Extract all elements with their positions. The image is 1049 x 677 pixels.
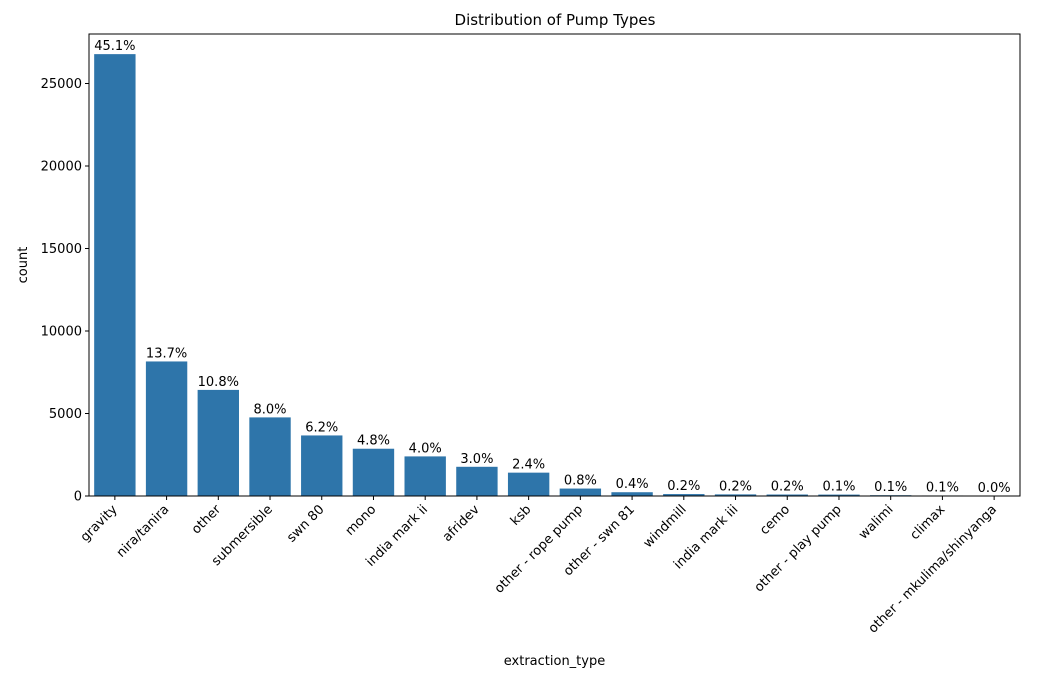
- y-tick-label: 10000: [41, 325, 82, 340]
- bars-group: [94, 54, 1015, 496]
- y-axis: 0 5000 10000 15000 20000 25000: [41, 77, 89, 505]
- bar: [559, 488, 602, 496]
- data-label: 10.8%: [198, 375, 239, 390]
- y-tick-label: 15000: [41, 242, 82, 257]
- data-label: 0.2%: [667, 479, 700, 494]
- data-label: 2.4%: [512, 458, 545, 473]
- plot-frame: [88, 33, 1021, 497]
- data-label: 0.2%: [771, 480, 804, 495]
- bar: [197, 389, 239, 496]
- data-label: 0.0%: [978, 481, 1011, 496]
- data-label: 3.0%: [460, 452, 493, 467]
- bar: [145, 361, 188, 496]
- bar: [818, 494, 860, 496]
- data-labels-group: 45.1% 13.7% 10.8% 8.0% 6.2% 4.8% 4.0% 3.0% 2.4% 0…: [94, 39, 1010, 496]
- x-tick-label: walimi: [856, 502, 896, 542]
- y-tick-label: 20000: [41, 160, 82, 175]
- data-label: 4.0%: [409, 441, 442, 456]
- y-tick-label: 5000: [49, 407, 82, 422]
- bar: [352, 448, 395, 496]
- x-tick-label: nira/tanira: [114, 502, 173, 561]
- bar: [456, 466, 498, 496]
- x-tick-label: ksb: [508, 502, 535, 529]
- data-label: 13.7%: [146, 346, 187, 361]
- chart-title: Distribution of Pump Types: [455, 11, 656, 29]
- bar: [301, 435, 343, 496]
- data-label: 6.2%: [305, 420, 338, 435]
- y-axis-label: count: [16, 247, 31, 284]
- x-tick-label: afridev: [440, 502, 483, 545]
- bar: [663, 494, 705, 496]
- bar: [507, 472, 550, 496]
- bar: [714, 494, 757, 496]
- bar: [766, 494, 808, 496]
- x-tick-label: other: [189, 502, 225, 538]
- y-tick-label: 0: [74, 490, 82, 505]
- data-label: 0.1%: [874, 480, 907, 495]
- data-label: 8.0%: [254, 402, 287, 417]
- data-label: 0.8%: [564, 474, 597, 489]
- x-tick-label: cemo: [757, 502, 793, 538]
- bar: [611, 492, 653, 496]
- x-tick-label: swn 80: [284, 502, 327, 545]
- bar: [404, 456, 446, 496]
- x-tick-label: gravity: [78, 502, 121, 545]
- x-tick-label: other - play pump: [752, 502, 845, 595]
- x-axis-label: extraction_type: [504, 654, 605, 669]
- data-label: 4.8%: [357, 434, 390, 449]
- data-label: 0.1%: [926, 480, 959, 495]
- y-tick-label: 25000: [41, 77, 82, 92]
- data-label: 45.1%: [94, 39, 135, 54]
- bar: [94, 54, 136, 496]
- x-tick-label: mono: [343, 502, 380, 539]
- x-tick-label: windmill: [641, 502, 690, 551]
- data-label: 0.1%: [822, 480, 855, 495]
- x-tick-label: climax: [907, 502, 948, 543]
- x-tick-label: other - rope pump: [492, 502, 586, 596]
- data-label: 0.4%: [616, 477, 649, 492]
- bar: [249, 417, 291, 496]
- data-label: 0.2%: [719, 479, 752, 494]
